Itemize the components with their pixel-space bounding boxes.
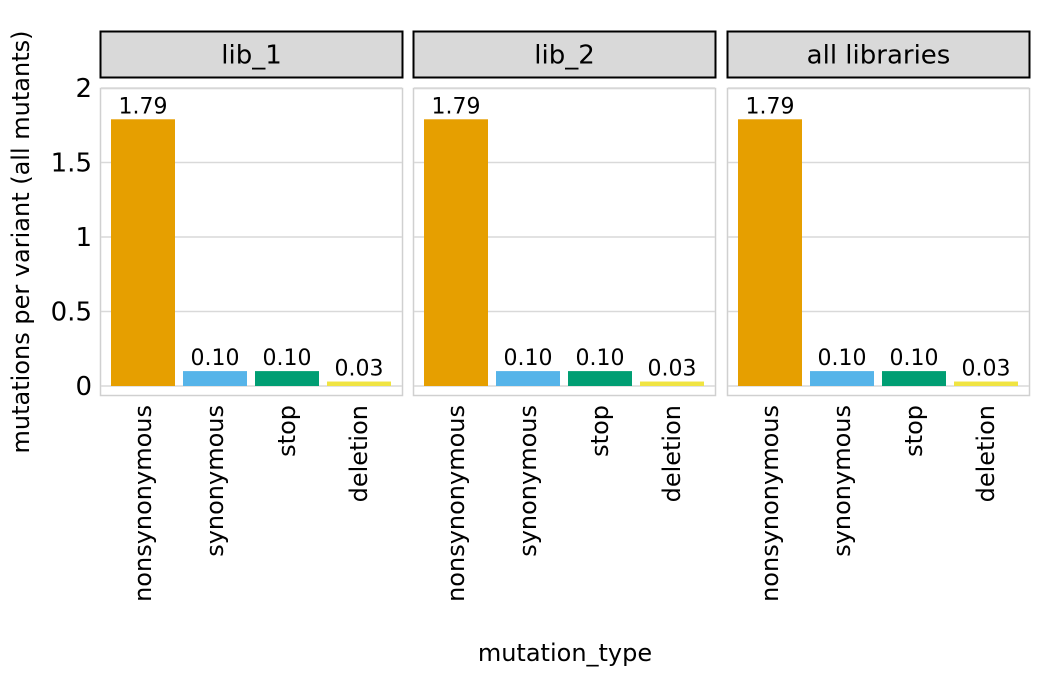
facet-strip <box>412 30 717 79</box>
bar-value-label: 0.10 <box>818 346 867 371</box>
bar <box>255 371 319 386</box>
y-tick-label: 0.5 <box>51 298 92 328</box>
y-tick-label: 1.5 <box>51 149 92 179</box>
facet-panel: lib_1 1.79 nonsynonymous 0.10 synonymous 0.10… <box>99 30 404 602</box>
x-tick-label: deletion <box>345 405 373 502</box>
x-tick-label: stop <box>900 405 928 457</box>
x-tick-label: synonymous <box>514 405 542 557</box>
x-tick-label: synonymous <box>201 405 229 557</box>
y-axis-ticks: 0 0.5 1 1.5 2 <box>51 74 92 402</box>
facet-strip-label: lib_1 <box>221 41 282 71</box>
facet-panel: all libraries 1.79 nonsynonymous 0.10 synony… <box>726 30 1031 602</box>
bar <box>882 371 946 386</box>
facet-strip-label: lib_2 <box>534 41 595 71</box>
bar-value-label: 0.03 <box>962 357 1011 382</box>
y-tick-label: 0 <box>75 372 92 402</box>
x-axis-title: mutation_type <box>478 639 652 667</box>
bar <box>568 371 632 386</box>
x-tick-label: nonsynonymous <box>129 405 157 602</box>
bar-value-label: 0.10 <box>191 346 240 371</box>
x-tick-label: nonsynonymous <box>756 405 784 602</box>
bar <box>738 119 802 386</box>
bar <box>954 381 1018 386</box>
x-tick-label: deletion <box>658 405 686 502</box>
bar <box>424 119 488 386</box>
y-axis-title: mutations per variant (all mutants) <box>7 31 35 454</box>
facet-strip <box>726 30 1031 79</box>
bar <box>111 119 175 386</box>
y-tick-label: 1 <box>75 223 92 253</box>
bar <box>183 371 247 386</box>
bar-value-label: 0.03 <box>648 357 697 382</box>
bar-value-label: 0.10 <box>263 346 312 371</box>
facet-panel: lib_2 1.79 nonsynonymous 0.10 synonymous 0.10… <box>412 30 717 602</box>
y-tick-label: 2 <box>75 74 92 104</box>
x-tick-label: stop <box>273 405 301 457</box>
x-tick-label: synonymous <box>828 405 856 557</box>
bar <box>327 381 391 386</box>
bar <box>496 371 560 386</box>
x-tick-label: stop <box>586 405 614 457</box>
bar <box>810 371 874 386</box>
bar-value-label: 1.79 <box>119 94 168 119</box>
facet-strip-label: all libraries <box>807 41 951 71</box>
bar-value-label: 1.79 <box>432 94 481 119</box>
facet-panels: lib_1 1.79 nonsynonymous 0.10 synonymous 0.10… <box>99 30 1031 602</box>
bar-value-label: 0.10 <box>504 346 553 371</box>
x-tick-label: deletion <box>972 405 1000 502</box>
x-tick-label: nonsynonymous <box>442 405 470 602</box>
bar <box>640 381 704 386</box>
bar-value-label: 1.79 <box>746 94 795 119</box>
bar-value-label: 0.03 <box>335 357 384 382</box>
bar-value-label: 0.10 <box>890 346 939 371</box>
bar-value-label: 0.10 <box>576 346 625 371</box>
facet-strip <box>99 30 404 79</box>
